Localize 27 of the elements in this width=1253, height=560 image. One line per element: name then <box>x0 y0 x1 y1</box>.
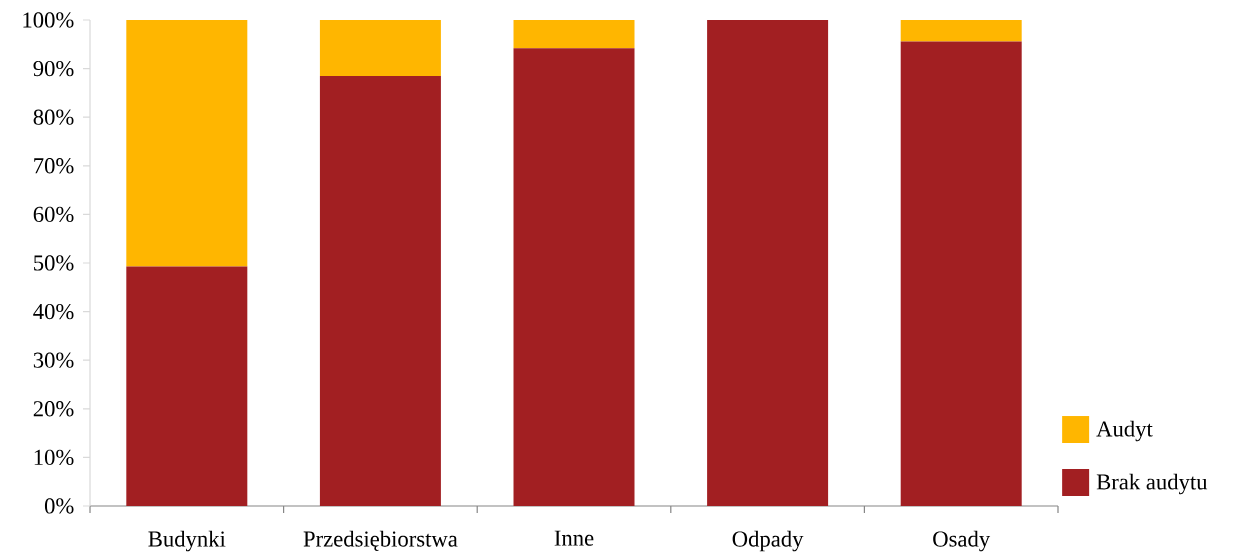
y-tick-label: 30% <box>33 352 74 368</box>
bar <box>707 19 829 506</box>
y-tick-label: 80% <box>33 109 74 125</box>
x-tick-label: Odpady <box>732 530 804 552</box>
y-tick-label: 10% <box>34 449 74 466</box>
bar <box>513 48 635 506</box>
x-tick-label: Budynki <box>148 530 226 552</box>
bar <box>513 19 635 49</box>
bar <box>126 19 248 267</box>
y-tick-label: 90% <box>33 60 74 77</box>
y-tick-label: 20% <box>33 401 74 417</box>
bar <box>319 75 441 506</box>
bar <box>319 19 441 76</box>
legend-label: Audyt <box>1096 420 1153 442</box>
y-tick-label: 40% <box>33 303 74 320</box>
x-tick-label: Przedsiębiorstwa <box>303 530 458 551</box>
y-tick-label: 0% <box>44 498 74 514</box>
y-tick-label: 50% <box>34 255 74 271</box>
legend-label: Brak audytu <box>1096 473 1208 495</box>
y-tick-label: 70% <box>34 158 74 174</box>
bar <box>126 266 248 506</box>
y-tick-label: 60% <box>33 206 74 223</box>
bar <box>900 41 1022 506</box>
x-tick-label: Inne <box>554 530 594 546</box>
x-tick-label: Osady <box>933 530 991 552</box>
y-tick-label: 100% <box>23 12 74 28</box>
bar <box>900 19 1022 42</box>
